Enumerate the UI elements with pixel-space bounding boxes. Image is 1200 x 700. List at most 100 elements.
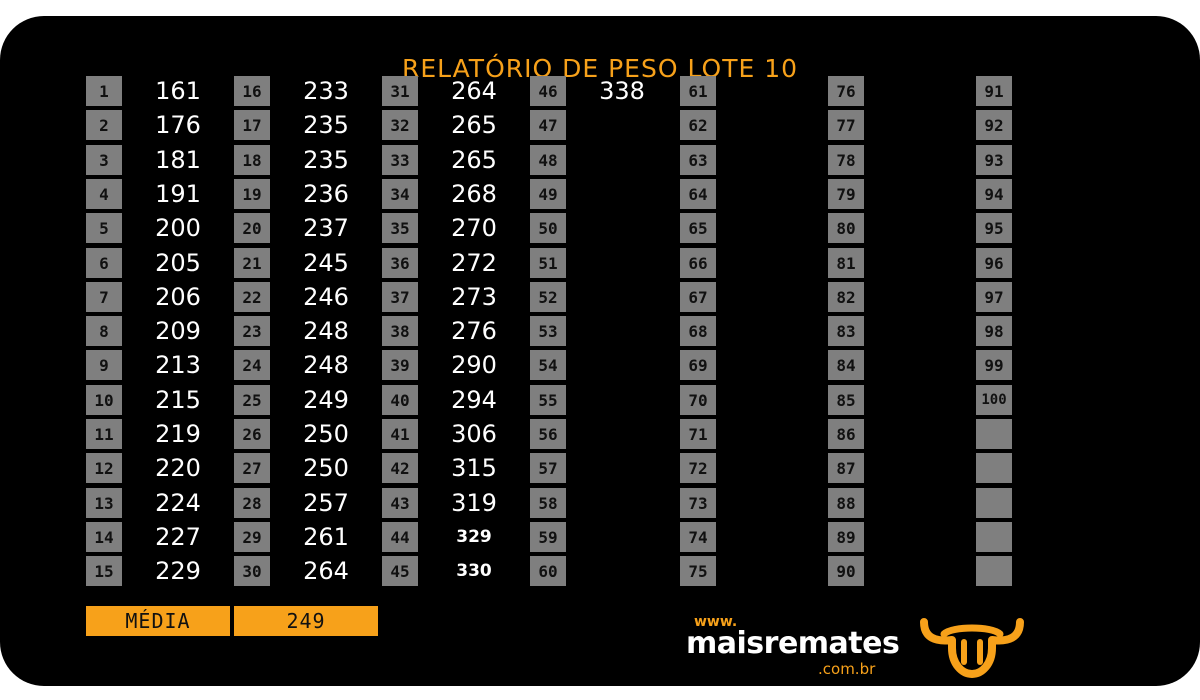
lot-number-cell: 57 xyxy=(530,453,566,483)
weight-value-cell: 161 xyxy=(155,77,201,105)
weight-value-cell: 236 xyxy=(303,180,349,208)
weight-value-cell: 273 xyxy=(451,283,497,311)
lot-number-cell: 98 xyxy=(976,316,1012,346)
weight-value-cell: 338 xyxy=(599,77,645,105)
lot-number-cell: 79 xyxy=(828,179,864,209)
lot-number-cell: 82 xyxy=(828,282,864,312)
average-label: MÉDIA xyxy=(86,606,230,636)
brand-www: www. xyxy=(694,614,738,630)
brand-name: maisremates xyxy=(686,626,900,661)
lot-number-cell xyxy=(976,522,1012,552)
lot-number-cell: 20 xyxy=(234,213,270,243)
weight-value-cell: 220 xyxy=(155,454,201,482)
weight-value-cell: 249 xyxy=(303,386,349,414)
lot-number-cell: 92 xyxy=(976,110,1012,140)
lot-number-cell: 50 xyxy=(530,213,566,243)
lot-number-cell: 58 xyxy=(530,488,566,518)
lot-number-cell xyxy=(976,419,1012,449)
lot-number-cell: 33 xyxy=(382,145,418,175)
weight-value-cell: 294 xyxy=(451,386,497,414)
weight-value-cell: 213 xyxy=(155,351,201,379)
weight-value-cell: 246 xyxy=(303,283,349,311)
lot-number-cell: 14 xyxy=(86,522,122,552)
weight-value-cell: 205 xyxy=(155,249,201,277)
lot-number-cell: 38 xyxy=(382,316,418,346)
weight-value-cell: 248 xyxy=(303,317,349,345)
weight-value-cell: 250 xyxy=(303,420,349,448)
lot-number-cell: 64 xyxy=(680,179,716,209)
lot-number-cell: 8 xyxy=(86,316,122,346)
weight-value-cell: 290 xyxy=(451,351,497,379)
lot-number-cell: 77 xyxy=(828,110,864,140)
lot-number-cell: 4 xyxy=(86,179,122,209)
weight-value-cell: 229 xyxy=(155,557,201,585)
lot-number-cell: 84 xyxy=(828,350,864,380)
lot-number-cell: 93 xyxy=(976,145,1012,175)
lot-number-cell: 52 xyxy=(530,282,566,312)
lot-number-cell: 34 xyxy=(382,179,418,209)
lot-number-cell: 48 xyxy=(530,145,566,175)
lot-number-cell: 83 xyxy=(828,316,864,346)
lot-number-cell: 37 xyxy=(382,282,418,312)
lot-number-cell: 6 xyxy=(86,248,122,278)
weight-value-cell: 245 xyxy=(303,249,349,277)
lot-number-cell: 32 xyxy=(382,110,418,140)
lot-number-cell: 44 xyxy=(382,522,418,552)
lot-number-cell: 16 xyxy=(234,76,270,106)
lot-number-cell: 18 xyxy=(234,145,270,175)
weight-value-cell: 265 xyxy=(451,111,497,139)
lot-number-cell xyxy=(976,453,1012,483)
lot-number-cell: 35 xyxy=(382,213,418,243)
lot-number-cell: 80 xyxy=(828,213,864,243)
weight-value-cell: 272 xyxy=(451,249,497,277)
weight-value-cell: 270 xyxy=(451,214,497,242)
lot-number-cell: 43 xyxy=(382,488,418,518)
lot-number-cell: 42 xyxy=(382,453,418,483)
lot-number-cell: 68 xyxy=(680,316,716,346)
weight-value-cell: 268 xyxy=(451,180,497,208)
weight-report-board: RELATÓRIO DE PESO LOTE 10 1 2 3 4 5 6 7 8 9 10 11 1… xyxy=(0,16,1200,686)
lot-number-cell: 26 xyxy=(234,419,270,449)
lot-number-cell: 1 xyxy=(86,76,122,106)
lot-number-cell: 29 xyxy=(234,522,270,552)
weight-value-cell: 206 xyxy=(155,283,201,311)
lot-number-cell: 59 xyxy=(530,522,566,552)
weight-value-cell: 227 xyxy=(155,523,201,551)
lot-number-cell: 5 xyxy=(86,213,122,243)
lot-number-cell xyxy=(976,556,1012,586)
lot-number-cell: 62 xyxy=(680,110,716,140)
brand-domain: .com.br xyxy=(818,660,876,678)
lot-number-cell: 85 xyxy=(828,385,864,415)
weight-value-cell: 200 xyxy=(155,214,201,242)
lot-number-cell: 30 xyxy=(234,556,270,586)
weight-value-cell: 191 xyxy=(155,180,201,208)
lot-number-cell: 78 xyxy=(828,145,864,175)
lot-number-cell: 65 xyxy=(680,213,716,243)
lot-number-cell: 31 xyxy=(382,76,418,106)
weight-value-cell: 224 xyxy=(155,489,201,517)
weight-value-cell: 176 xyxy=(155,111,201,139)
lot-number-cell: 53 xyxy=(530,316,566,346)
weight-value-cell: 319 xyxy=(451,489,497,517)
lot-number-cell: 41 xyxy=(382,419,418,449)
weight-value-cell: 315 xyxy=(451,454,497,482)
lot-number-cell: 23 xyxy=(234,316,270,346)
lot-number-cell: 60 xyxy=(530,556,566,586)
lot-number-cell: 54 xyxy=(530,350,566,380)
weight-value-cell: 257 xyxy=(303,489,349,517)
weight-value-cell: 248 xyxy=(303,351,349,379)
lot-number-cell: 97 xyxy=(976,282,1012,312)
lot-number-cell: 100 xyxy=(976,385,1012,415)
weight-value-cell: 261 xyxy=(303,523,349,551)
lot-number-cell: 90 xyxy=(828,556,864,586)
lot-number-cell: 21 xyxy=(234,248,270,278)
weight-value-cell: 330 xyxy=(456,561,492,581)
lot-number-cell: 11 xyxy=(86,419,122,449)
lot-number-cell: 47 xyxy=(530,110,566,140)
lot-number-cell: 70 xyxy=(680,385,716,415)
lot-number-cell: 56 xyxy=(530,419,566,449)
lot-number-cell: 67 xyxy=(680,282,716,312)
weight-value-cell: 219 xyxy=(155,420,201,448)
lot-number-cell: 66 xyxy=(680,248,716,278)
lot-number-cell: 46 xyxy=(530,76,566,106)
